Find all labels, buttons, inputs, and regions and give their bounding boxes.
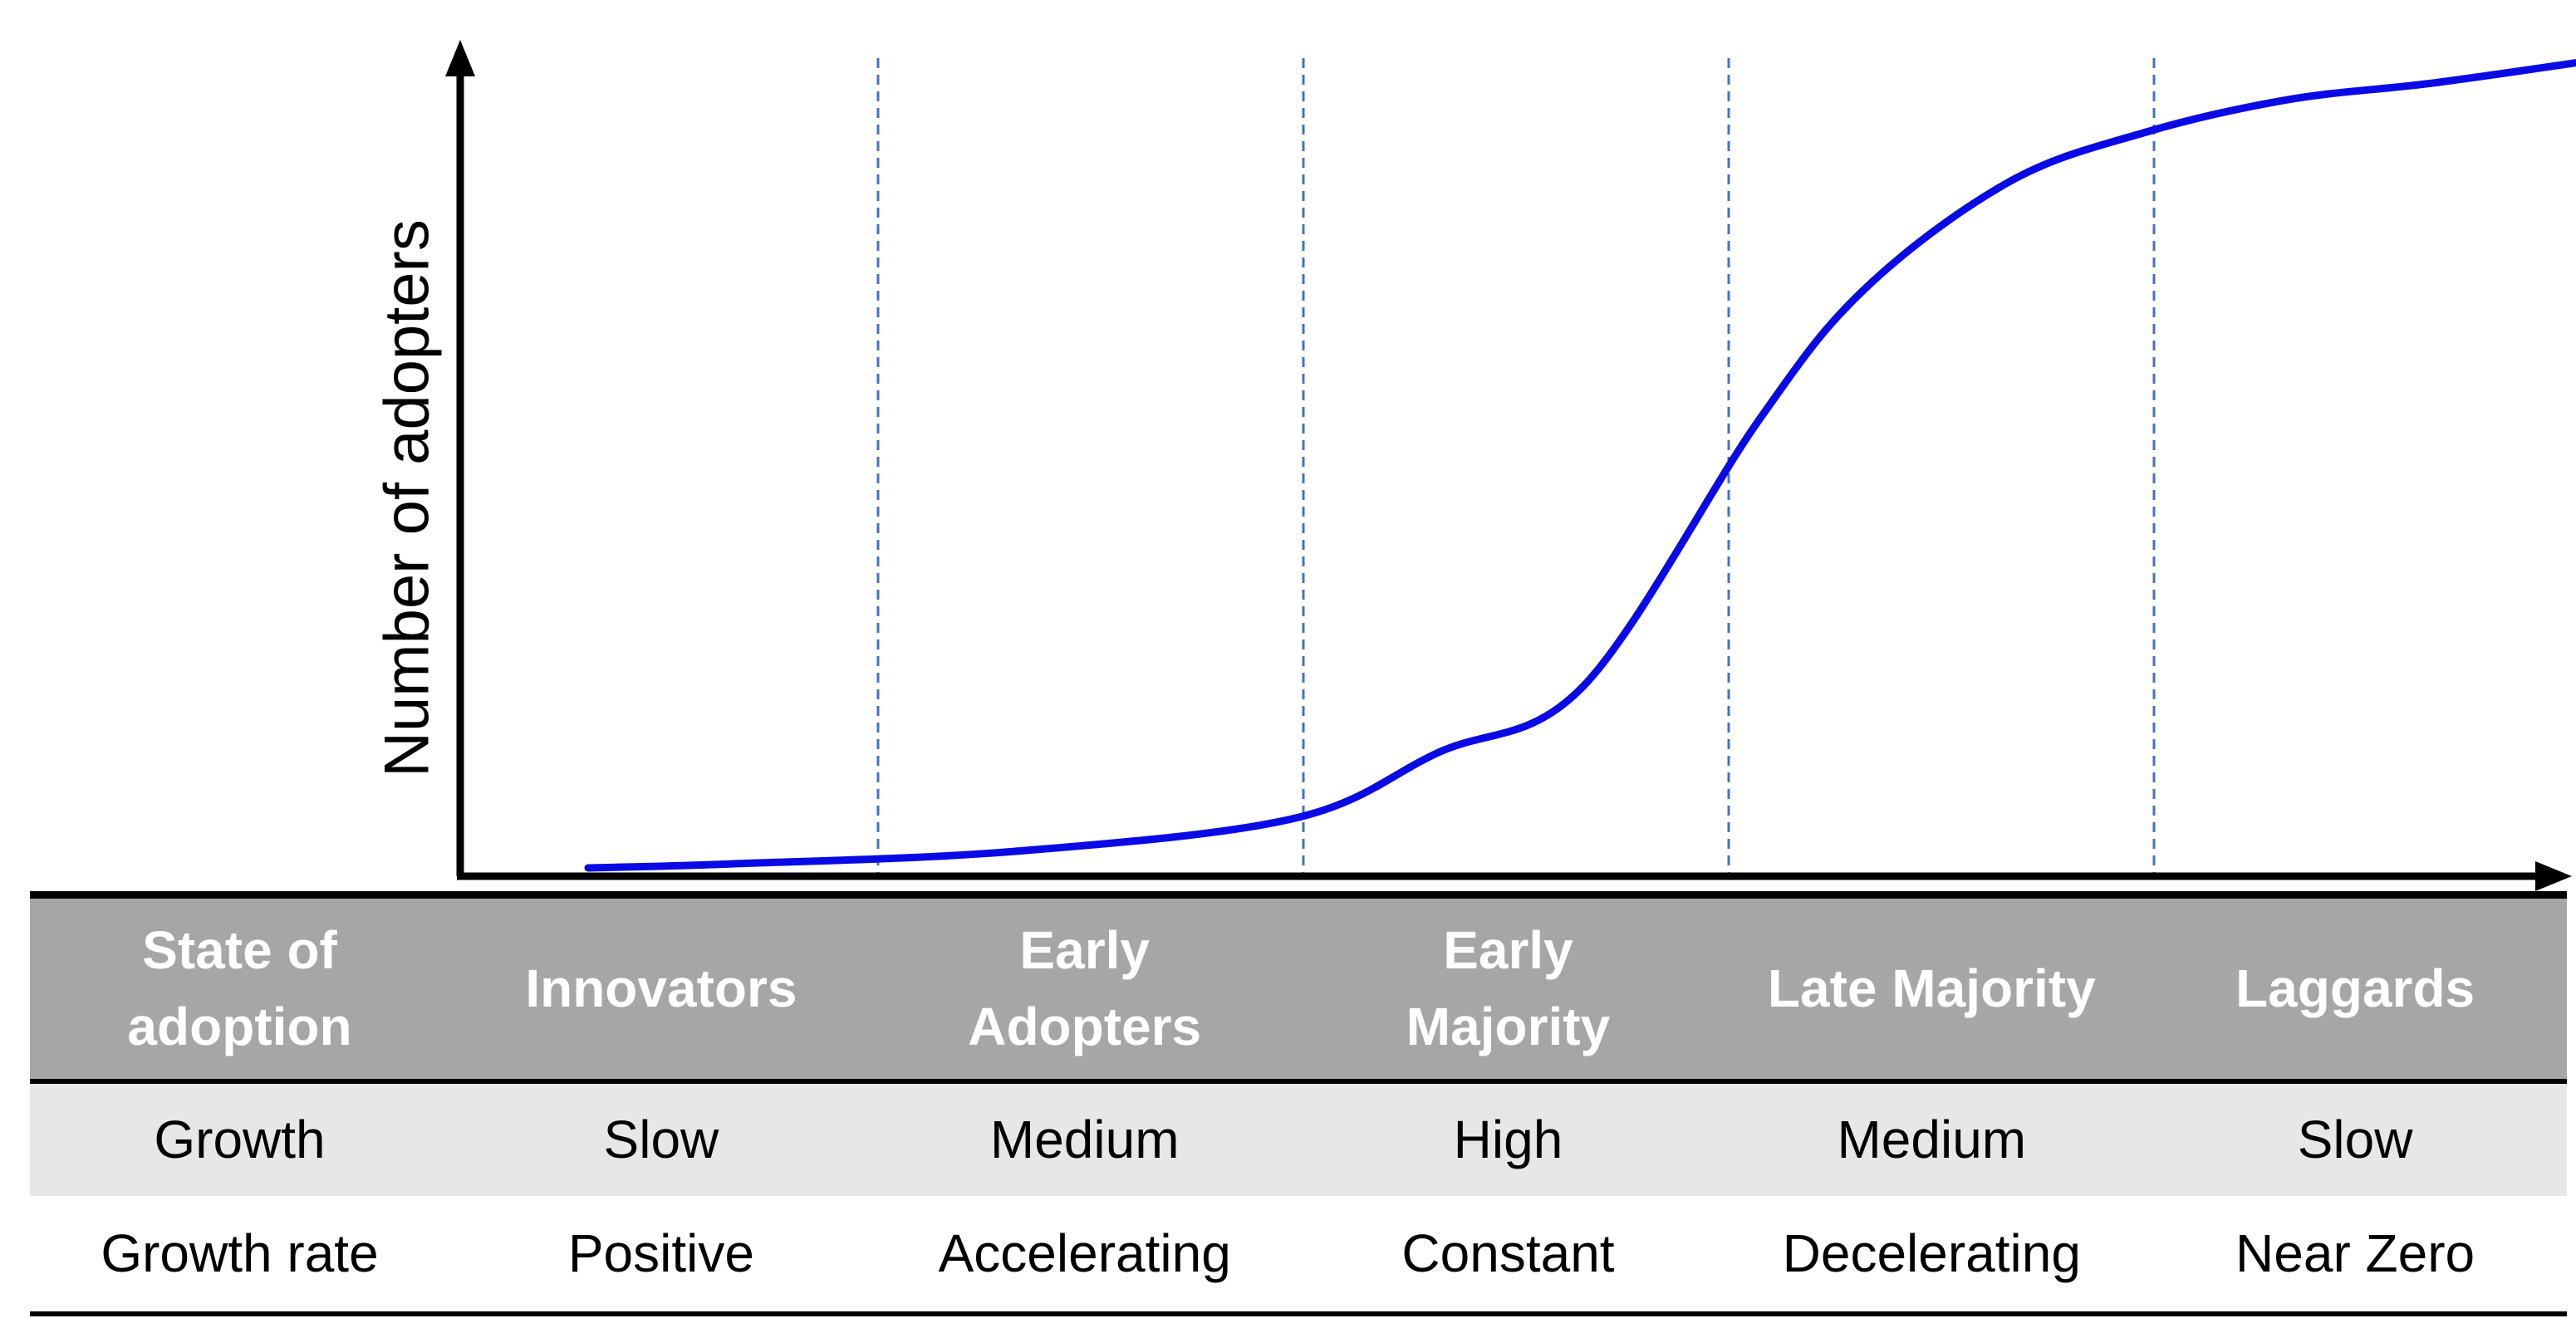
adoption-curve xyxy=(584,59,2576,872)
y-axis-label: Number of adopters xyxy=(371,219,443,777)
table-row-growth: Growth Slow Medium High Medium Slow xyxy=(30,1081,2567,1196)
header-cell-state: State of adoption xyxy=(30,891,449,1084)
table-cell: Medium xyxy=(989,1110,1180,1169)
table-cell: Positive xyxy=(449,1195,873,1316)
table-cell: Growth xyxy=(154,1110,326,1169)
adoption-curve-chart xyxy=(445,40,2576,891)
table-cell: Accelerating xyxy=(872,1195,1297,1316)
table-cell: Slow xyxy=(603,1110,719,1169)
header-early-majority-line1: Early xyxy=(1443,920,1573,981)
table-cell: Medium xyxy=(1837,1110,2027,1169)
table-cell: Constant xyxy=(1296,1195,1720,1316)
segment-divider-lines xyxy=(876,58,2156,874)
header-cell-late-majority: Late Majority xyxy=(1720,891,2144,1084)
table-cell: Near Zero xyxy=(2143,1195,2567,1316)
header-early-majority-line2: Majority xyxy=(1406,997,1611,1057)
adoption-stage-table: State of adoption Innovators Early Adopt… xyxy=(30,891,2567,1316)
header-cell-early-adopters: Early Adopters xyxy=(872,891,1297,1084)
table-cell: Decelerating xyxy=(1720,1195,2144,1316)
table-row-growth-rate: Growth rate Positive Accelerating Consta… xyxy=(30,1195,2567,1316)
table-header-row: State of adoption Innovators Early Adopt… xyxy=(30,891,2567,1084)
y-axis-arrowhead xyxy=(445,40,475,76)
table-cell: Growth rate xyxy=(30,1195,449,1316)
table-cell: High xyxy=(1453,1110,1563,1169)
header-early-adopters-line2: Adopters xyxy=(968,997,1202,1057)
header-state-line2: adoption xyxy=(127,997,352,1057)
table-cell: Slow xyxy=(2297,1110,2413,1169)
x-axis-arrowhead xyxy=(2535,861,2572,891)
header-early-adopters-line1: Early xyxy=(1019,920,1150,981)
header-cell-laggards: Laggards xyxy=(2143,891,2567,1084)
header-state-line1: State of xyxy=(142,920,337,981)
header-cell-early-majority: Early Majority xyxy=(1296,891,1720,1084)
header-cell-innovators: Innovators xyxy=(449,891,873,1084)
